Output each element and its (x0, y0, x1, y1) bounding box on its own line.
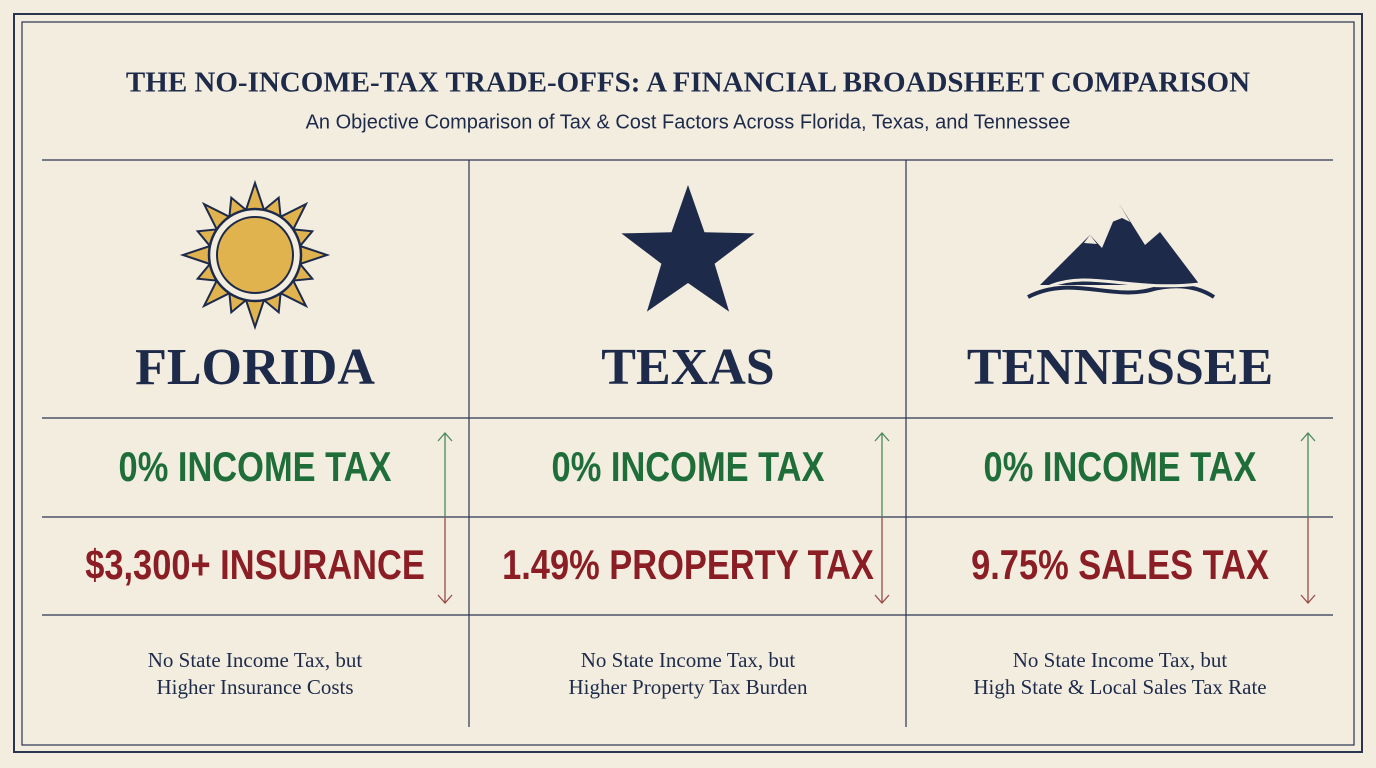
up-arrow (437, 432, 453, 517)
benefit: 0% INCOME TAX (984, 444, 1257, 491)
note-line: Higher Property Tax Burden (568, 675, 808, 699)
note-line: No State Income Tax, but (581, 648, 796, 672)
note-line: No State Income Tax, but (148, 648, 363, 672)
state-name: TENNESSEE (967, 339, 1273, 396)
star-icon (621, 185, 755, 312)
up-arrow (874, 432, 890, 517)
benefit: 0% INCOME TAX (552, 444, 825, 491)
title: THE NO-INCOME-TAX TRADE-OFFS: A FINANCIA… (126, 67, 1250, 99)
inner-frame (21, 21, 1355, 746)
state-name: TEXAS (601, 339, 774, 396)
note-line: High State & Local Sales Tax Rate (973, 675, 1266, 699)
cost: 1.49% PROPERTY TAX (502, 542, 874, 589)
note-line: No State Income Tax, but (1013, 648, 1228, 672)
note-line: Higher Insurance Costs (156, 675, 353, 699)
up-arrow (1300, 432, 1316, 517)
down-arrow (874, 517, 890, 604)
state-name: FLORIDA (135, 339, 375, 396)
cost: 9.75% SALES TAX (971, 542, 1269, 589)
cost: $3,300+ INSURANCE (85, 542, 425, 589)
sun-disc (216, 216, 294, 294)
subtitle: An Objective Comparison of Tax & Cost Fa… (306, 111, 1071, 133)
benefit: 0% INCOME TAX (119, 444, 392, 491)
down-arrow (437, 517, 453, 604)
mountain-icon (1027, 205, 1216, 299)
down-arrow (1300, 517, 1316, 604)
outer-frame (13, 13, 1363, 753)
sun-icon (179, 179, 331, 331)
